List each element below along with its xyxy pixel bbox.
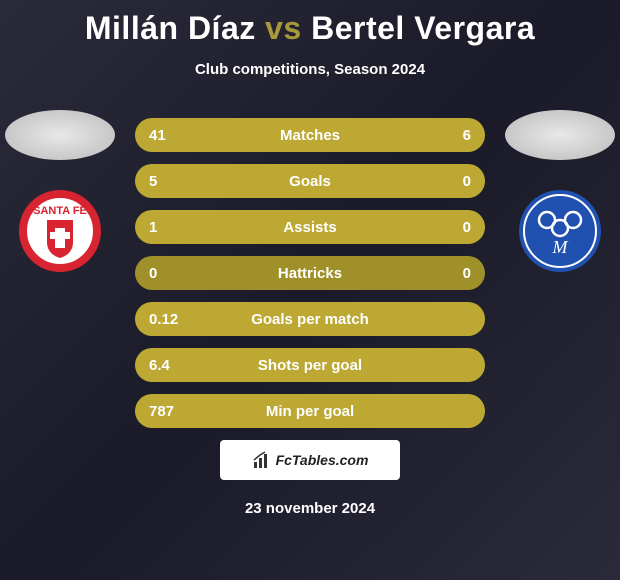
svg-text:SANTA FE: SANTA FE — [33, 205, 87, 217]
stat-row: 6.4Shots per goal — [135, 348, 485, 382]
stat-label: Matches — [135, 127, 485, 144]
stat-value-right: 0 — [463, 219, 471, 236]
chart-icon — [252, 450, 272, 470]
stats-container: 41Matches65Goals01Assists00Hattricks00.1… — [135, 118, 485, 440]
player1-column: SANTA FE — [0, 110, 120, 272]
stat-row: 0Hattricks0 — [135, 256, 485, 290]
player2-silhouette — [505, 110, 615, 160]
stat-value-right: 6 — [463, 127, 471, 144]
stat-label: Min per goal — [135, 403, 485, 420]
millonarios-icon: M — [519, 190, 601, 272]
season-subtitle: Club competitions, Season 2024 — [0, 61, 620, 78]
svg-text:M: M — [552, 237, 569, 257]
club-badge-millonarios: M — [519, 190, 601, 272]
stat-value-right: 0 — [463, 265, 471, 282]
stat-label: Assists — [135, 219, 485, 236]
stat-row: 5Goals0 — [135, 164, 485, 198]
vs-label: vs — [265, 10, 302, 46]
brand-badge: FcTables.com — [220, 440, 400, 480]
player2-column: M — [500, 110, 620, 272]
stat-row: 1Assists0 — [135, 210, 485, 244]
santafe-icon: SANTA FE — [27, 198, 93, 264]
stat-label: Goals — [135, 173, 485, 190]
stat-label: Goals per match — [135, 311, 485, 328]
player1-silhouette — [5, 110, 115, 160]
club-badge-santafe: SANTA FE — [19, 190, 101, 272]
brand-text: FcTables.com — [276, 452, 369, 468]
stat-value-right: 0 — [463, 173, 471, 190]
stat-row: 0.12Goals per match — [135, 302, 485, 336]
stat-row: 787Min per goal — [135, 394, 485, 428]
date-label: 23 november 2024 — [0, 500, 620, 517]
comparison-title: Millán Díaz vs Bertel Vergara — [0, 0, 620, 47]
player1-name: Millán Díaz — [85, 10, 256, 46]
stat-label: Hattricks — [135, 265, 485, 282]
stat-row: 41Matches6 — [135, 118, 485, 152]
stat-label: Shots per goal — [135, 357, 485, 374]
player2-name: Bertel Vergara — [311, 10, 535, 46]
